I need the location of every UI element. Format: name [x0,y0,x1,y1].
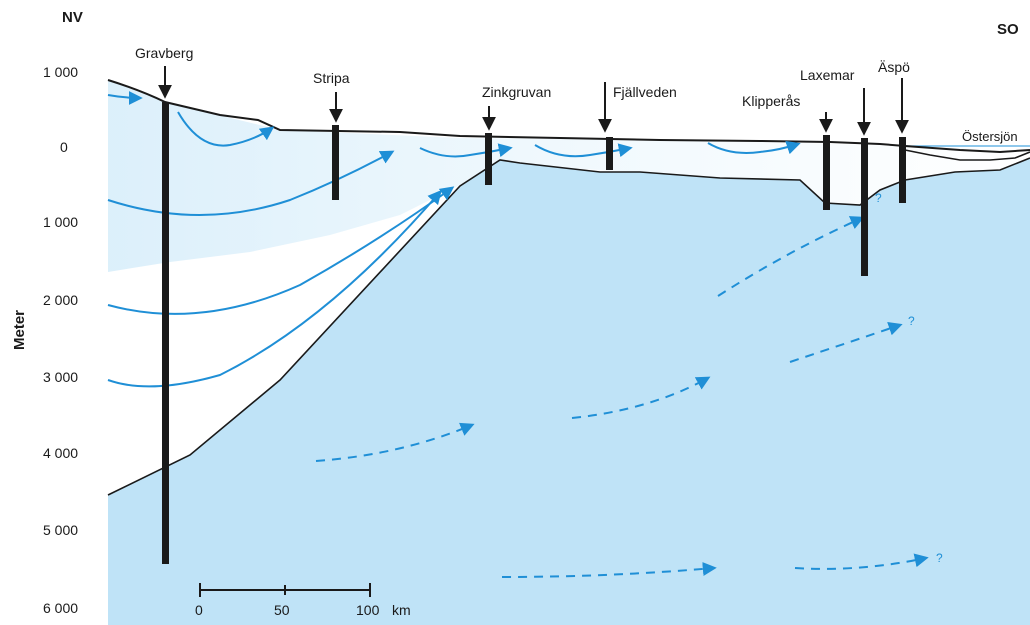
dashed-flow-line [794,553,929,570]
direction-label-nv: NV [62,9,83,26]
flow-line [107,150,395,216]
site-label-klipperas: Klipperås [742,93,800,109]
dashed-flow-line [315,422,475,462]
borehole-zinkgruvan [485,133,492,185]
y-tick-label: 1 000 [43,64,78,80]
borehole-laxemar [861,138,868,276]
borehole-fjallveden [606,137,613,170]
sea-bottom-line [904,149,1030,161]
y-tick-label: 1 000 [43,214,78,230]
site-label-fjallveden: Fjällveden [613,84,677,100]
flow-line [107,90,143,105]
borehole-klipperas [823,135,830,210]
deep-saline-water-zone [108,158,1030,625]
site-pointers [158,66,909,136]
question-mark: ? [908,314,915,328]
shallow-groundwater-zone [108,80,1030,272]
dashed-flow-line [571,376,711,419]
ground-surface-line [107,79,1030,154]
saline-interface-line [107,157,1030,496]
y-tick-label: 5 000 [43,522,78,538]
scale-bar-unit: km [392,602,411,618]
y-tick-label: 3 000 [43,369,78,385]
y-axis-ticks: 1 000 0 1 000 2 000 3 000 4 000 5 000 6 … [43,64,78,616]
flow-line [534,143,633,158]
boreholes [162,102,906,564]
flow-line [707,140,801,155]
deep-flow-lines [315,216,929,578]
y-tick-label: 0 [60,139,68,155]
dashed-flow-line [789,321,903,363]
scale-bar-label: 100 [356,602,380,618]
site-label-aspo: Äspö [878,59,910,75]
question-mark: ? [936,551,943,565]
flow-line [419,143,513,158]
scale-bar-label: 0 [195,602,203,618]
site-label-gravberg: Gravberg [135,45,193,61]
borehole-stripa [332,125,339,200]
question-mark: ? [875,191,882,205]
flow-line [107,189,442,388]
y-tick-label: 4 000 [43,445,78,461]
site-label-stripa: Stripa [313,70,350,86]
direction-label-so: SO [997,21,1019,38]
borehole-aspo [899,137,906,203]
y-axis-title: Meter [11,310,28,350]
sea-label: Östersjön [962,129,1018,144]
site-label-laxemar: Laxemar [800,67,855,83]
flow-line [177,111,275,147]
borehole-gravberg [162,102,169,564]
y-tick-label: 2 000 [43,292,78,308]
scale-bar [199,583,371,597]
dashed-flow-line [717,216,865,297]
site-label-zinkgruvan: Zinkgruvan [482,84,551,100]
scale-bar-label: 50 [274,602,290,618]
y-tick-label: 6 000 [43,600,78,616]
